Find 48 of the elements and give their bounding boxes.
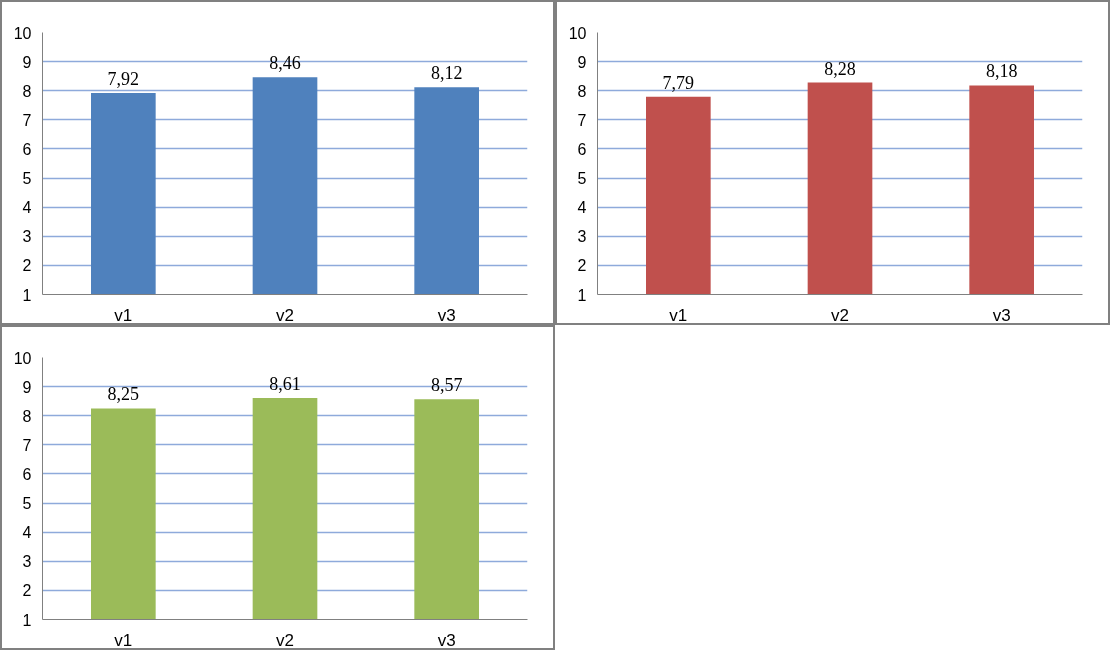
x-tick-label: v3 (437, 305, 456, 325)
y-tick-label: 3 (22, 228, 32, 246)
y-tick-label: 3 (577, 228, 587, 246)
y-tick-label: 3 (22, 553, 32, 571)
y-tick-label: 6 (22, 465, 32, 483)
y-tick-label: 5 (577, 170, 587, 188)
data-label: 8,61 (269, 373, 301, 394)
y-tick-label: 5 (22, 170, 32, 188)
y-tick-label: 1 (22, 286, 32, 304)
data-label: 8,28 (824, 58, 856, 79)
data-label: 7,79 (662, 72, 695, 93)
y-tick-label: 5 (22, 495, 32, 513)
x-tick-label: v3 (437, 630, 456, 650)
y-tick-label: 9 (577, 53, 587, 71)
x-tick-label: v1 (114, 305, 133, 325)
x-tick-label: v1 (669, 305, 688, 325)
y-tick-label: 4 (22, 524, 32, 542)
y-tick-label: 7 (22, 436, 32, 454)
y-tick-label: 9 (22, 53, 32, 71)
y-tick-label: 7 (577, 111, 587, 129)
x-tick-label: v1 (114, 630, 133, 650)
data-label: 8,57 (430, 375, 463, 396)
y-tick-label: 10 (568, 24, 587, 42)
y-tick-label: 8 (22, 82, 32, 100)
y-tick-label: 8 (22, 407, 32, 425)
data-label: 8,12 (430, 63, 463, 84)
data-label: 8,46 (269, 53, 301, 74)
y-tick-label: 10 (13, 24, 32, 42)
y-tick-label: 9 (22, 378, 32, 396)
y-tick-label: 1 (577, 286, 587, 304)
data-label: 7,92 (107, 69, 140, 90)
x-tick-label: v2 (276, 305, 294, 325)
y-tick-label: 2 (22, 582, 32, 600)
y-tick-label: 2 (22, 257, 32, 275)
data-label: 8,18 (985, 61, 1018, 82)
y-tick-label: 4 (22, 199, 32, 217)
x-tick-label: v2 (276, 630, 294, 650)
y-tick-label: 1 (22, 611, 32, 629)
y-tick-label: 7 (22, 111, 32, 129)
y-tick-label: 10 (13, 349, 32, 367)
y-tick-label: 4 (577, 199, 587, 217)
x-tick-label: v3 (992, 305, 1011, 325)
data-label: 8,25 (107, 384, 140, 405)
y-tick-label: 6 (22, 140, 32, 158)
y-tick-label: 2 (577, 257, 587, 275)
y-tick-label: 6 (577, 140, 587, 158)
x-tick-label: v2 (831, 305, 849, 325)
y-tick-label: 8 (577, 82, 587, 100)
